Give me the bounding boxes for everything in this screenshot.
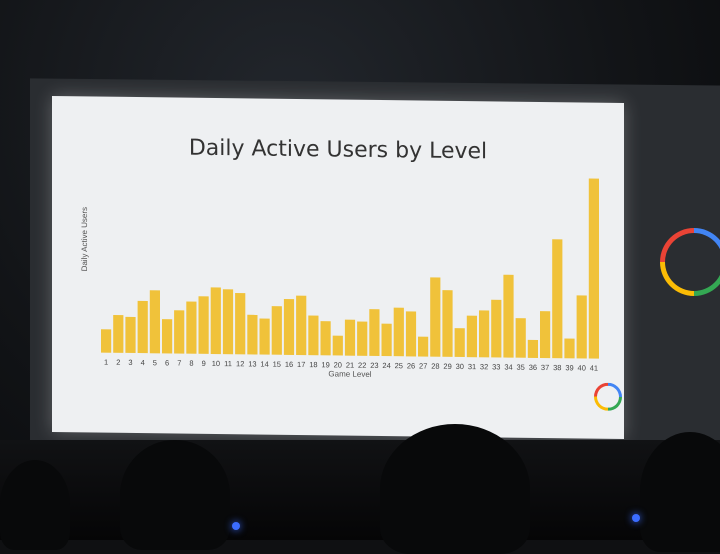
x-tick-label: 14 (260, 360, 268, 369)
x-tick-label: 12 (236, 359, 244, 368)
x-tick-label: 40 (578, 363, 586, 372)
bar-level-16 (283, 299, 295, 355)
x-tick-label: 17 (297, 360, 305, 369)
bar-level-35 (515, 318, 526, 358)
bar-level-29 (442, 290, 453, 357)
google-logo-icon (594, 382, 622, 411)
x-tick-label: 13 (248, 359, 256, 368)
x-tick-label: 24 (382, 361, 390, 370)
x-tick-label: 38 (553, 363, 561, 372)
x-tick-label: 18 (309, 360, 317, 369)
x-tick-label: 35 (517, 363, 525, 372)
bar-level-18 (308, 315, 319, 356)
x-tick-label: 41 (590, 364, 598, 373)
bar-level-23 (369, 309, 380, 357)
bar-level-27 (418, 336, 429, 357)
x-tick-label: 20 (334, 360, 342, 369)
x-tick-label: 22 (358, 361, 366, 370)
bar-level-40 (576, 295, 587, 359)
bar-level-34 (503, 274, 514, 358)
bar-level-28 (430, 277, 441, 357)
x-tick-label: 29 (443, 362, 451, 371)
bar-level-4 (137, 300, 148, 354)
device-light (232, 522, 240, 530)
x-tick-label: 26 (407, 361, 415, 370)
bar-level-32 (479, 310, 490, 358)
x-tick-label: 21 (346, 361, 354, 370)
bar-level-24 (381, 323, 392, 357)
bar-level-39 (564, 338, 575, 359)
bar-level-9 (198, 296, 209, 354)
bar-level-25 (393, 307, 404, 357)
x-tick-label: 4 (141, 358, 145, 367)
x-tick-label: 1 (104, 358, 108, 367)
bar-level-37 (540, 311, 551, 359)
x-tick-label: 39 (565, 363, 573, 372)
x-tick-label: 27 (419, 361, 427, 370)
x-tick-label: 28 (431, 362, 439, 371)
bar-chart: 1 2 3 4 5 6 7 8 9 10 11 12 13 14 15 16 17 18 19 20 21 22 23 24 2… (101, 178, 599, 373)
x-tick-label: 11 (224, 359, 232, 368)
x-tick-label: 16 (285, 360, 293, 369)
x-tick-label: 31 (468, 362, 476, 371)
bar-level-19 (320, 321, 331, 356)
bar-level-22 (357, 321, 368, 356)
bar-level-6 (162, 319, 173, 354)
x-tick-label: 9 (202, 359, 206, 368)
x-tick-label: 34 (504, 363, 512, 372)
bar-level-38 (552, 239, 563, 359)
audience (0, 424, 720, 554)
audience-head (380, 424, 530, 554)
bar-level-15 (271, 306, 282, 355)
bar-level-8 (186, 301, 197, 354)
bar-level-21 (344, 319, 356, 356)
bar-level-31 (466, 315, 477, 358)
bar-level-30 (454, 328, 465, 358)
bar-level-5 (149, 290, 161, 354)
x-tick-label: 25 (395, 361, 403, 370)
bar-level-2 (113, 314, 124, 353)
bar-level-26 (405, 311, 417, 357)
bar-level-14 (259, 318, 270, 355)
x-tick-label: 37 (541, 363, 549, 372)
google-ring-icon (660, 228, 720, 296)
x-tick-label: 3 (128, 358, 132, 367)
x-tick-label: 7 (177, 359, 181, 368)
x-tick-label: 8 (189, 359, 193, 368)
bar-level-11 (222, 289, 234, 355)
x-tick-label: 2 (116, 358, 120, 367)
slide: Daily Active Users by Level Daily Active… (52, 96, 624, 439)
bar-level-1 (101, 329, 112, 353)
bar-level-10 (210, 287, 221, 355)
device-light (632, 514, 640, 522)
audience-head (120, 440, 230, 550)
bar-level-17 (296, 295, 307, 356)
x-tick-label: 5 (153, 358, 157, 367)
bar-level-3 (125, 316, 136, 354)
x-tick-label: 36 (529, 363, 537, 372)
x-tick-label: 6 (165, 358, 169, 367)
bar-level-13 (247, 314, 258, 355)
bar-level-36 (527, 339, 538, 358)
audience-head (0, 460, 70, 550)
x-tick-label: 23 (370, 361, 378, 370)
presentation-photo: Daily Active Users by Level Daily Active… (0, 0, 720, 540)
audience-head (640, 432, 720, 552)
x-tick-label: 19 (321, 360, 329, 369)
x-tick-label: 32 (480, 362, 488, 371)
bar-level-41 (588, 178, 599, 359)
x-tick-label: 15 (273, 360, 281, 369)
bar-level-7 (174, 310, 185, 354)
x-tick-label: 33 (492, 362, 500, 371)
x-tick-label: 30 (456, 362, 464, 371)
bar-level-12 (235, 293, 246, 355)
bar-level-33 (491, 299, 502, 358)
x-tick-label: 10 (212, 359, 220, 368)
bar-level-20 (332, 335, 343, 356)
